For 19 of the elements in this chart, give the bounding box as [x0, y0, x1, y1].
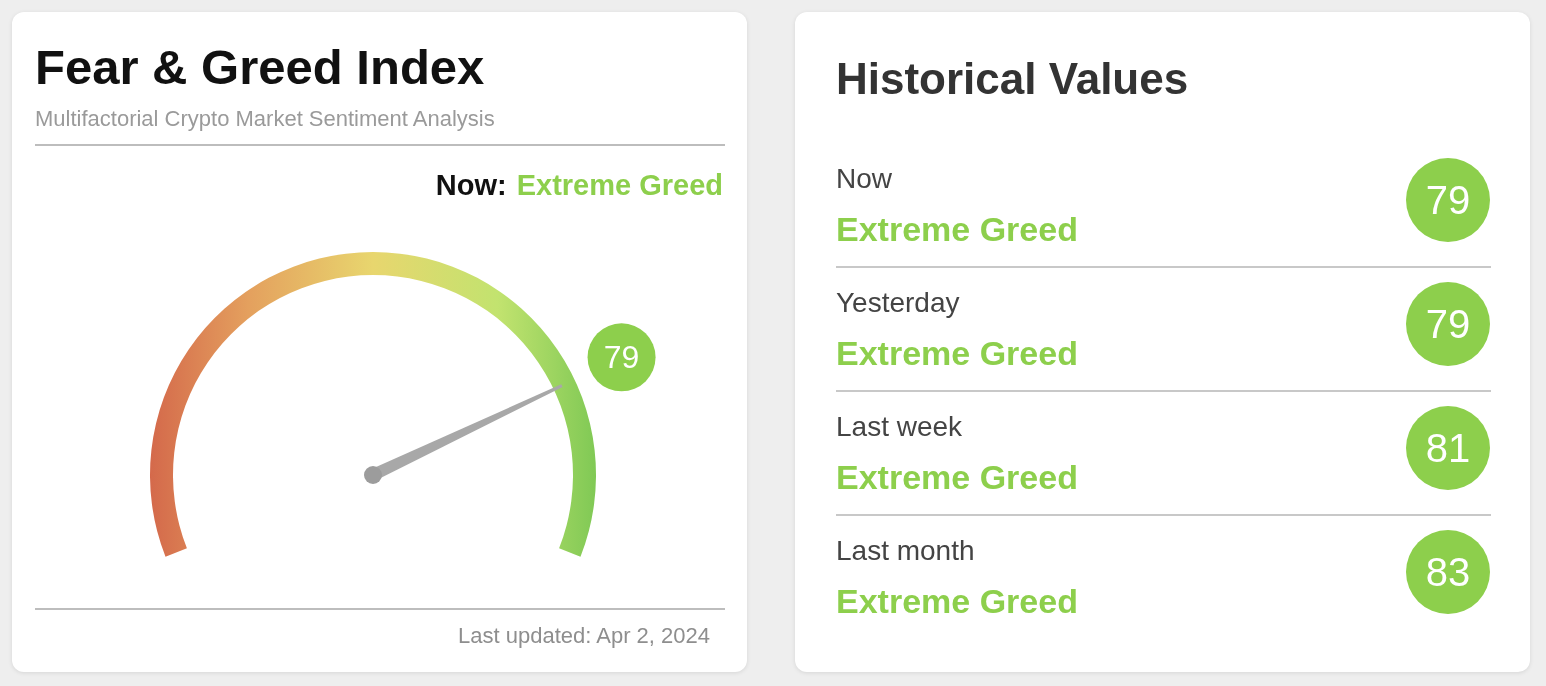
data-label: 81 — [1424, 426, 1472, 470]
category-label: Last month — [836, 535, 975, 566]
text: Historical Values — [836, 54, 1189, 103]
text: Fear & Greed Index — [35, 40, 485, 94]
text: Extreme Greed — [836, 210, 1078, 248]
data-label: 79 — [603, 339, 640, 376]
category-label: Now — [836, 163, 893, 194]
text: Extreme Greed — [836, 334, 1078, 372]
category-label: Yesterday — [836, 287, 960, 318]
text: Extreme Greed — [836, 458, 1078, 496]
category-label: Last week — [836, 411, 963, 442]
text: Extreme Greed — [516, 169, 723, 201]
text: Last updated: Apr 2, 2024 — [458, 623, 710, 648]
text: Multifactorial Crypto Market Sentiment Analysis — [35, 106, 495, 131]
data-label: 79 — [1424, 302, 1472, 346]
text: Now: — [435, 169, 507, 201]
data-label: 83 — [1424, 550, 1472, 594]
text: Extreme Greed — [836, 582, 1078, 620]
data-label: 79 — [1424, 178, 1472, 222]
